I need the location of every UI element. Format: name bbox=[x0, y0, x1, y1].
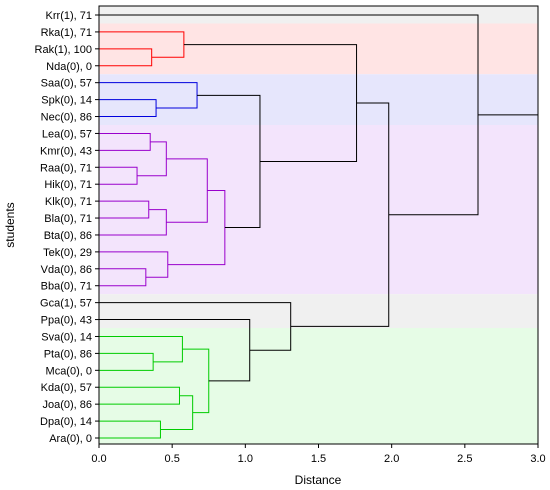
leaf-label: Kda(0), 57 bbox=[41, 382, 92, 394]
x-tick-label: 3.0 bbox=[530, 453, 545, 465]
x-axis: 0.0 0.5 1.0 1.5 2.0 2.5 3.0 bbox=[91, 444, 546, 465]
leaf-label: Tek(0), 29 bbox=[43, 247, 92, 259]
cluster-band-3 bbox=[99, 74, 538, 125]
merge-link-m22 bbox=[99, 319, 251, 382]
leaf-label: Dpa(0), 14 bbox=[40, 416, 92, 428]
x-axis-title: Distance bbox=[295, 473, 342, 487]
leaf-label: Joa(0), 86 bbox=[42, 399, 92, 411]
leaf-label: Bba(0), 71 bbox=[41, 281, 92, 293]
x-tick-label: 2.5 bbox=[457, 453, 472, 465]
leaf-label: Nda(0), 0 bbox=[46, 61, 92, 73]
leaf-label: Mca(0), 0 bbox=[46, 365, 92, 377]
leaf-label: Ara(0), 0 bbox=[49, 433, 92, 445]
leaf-label: Ppa(0), 43 bbox=[41, 315, 92, 327]
x-tick-label: 1.0 bbox=[238, 453, 253, 465]
dendrogram-links bbox=[99, 14, 538, 439]
leaf-label: Nec(0), 86 bbox=[41, 112, 92, 124]
x-tick-label: 2.0 bbox=[384, 453, 399, 465]
merge-link-m16 bbox=[99, 352, 154, 371]
leaf-label: Saa(0), 57 bbox=[41, 78, 92, 90]
x-tick-label: 0.0 bbox=[91, 453, 106, 465]
leaf-label: Raa(0), 71 bbox=[40, 162, 92, 174]
leaf-label: Pta(0), 86 bbox=[44, 348, 92, 360]
cluster-band-4 bbox=[99, 124, 538, 295]
x-tick-label: 0.5 bbox=[165, 453, 180, 465]
leaf-label: Bta(0), 86 bbox=[44, 230, 92, 242]
leaf-label: Kmr(0), 43 bbox=[40, 145, 92, 157]
merge-link-m2 bbox=[99, 31, 185, 58]
leaf-label: Krr(1), 71 bbox=[46, 10, 92, 22]
leaf-label: Spk(0), 14 bbox=[41, 95, 92, 107]
leaf-label: Rka(1), 71 bbox=[41, 27, 92, 39]
y-axis-title: students bbox=[3, 202, 17, 247]
merge-link-m7 bbox=[137, 141, 167, 177]
leaf-label: Vda(0), 86 bbox=[41, 264, 92, 276]
cluster-band-2 bbox=[99, 23, 538, 75]
merge-link-m18 bbox=[99, 386, 180, 405]
merge-link-m8 bbox=[99, 200, 150, 219]
leaf-label: Gca(1), 57 bbox=[40, 298, 92, 310]
merge-link-m9 bbox=[99, 209, 167, 236]
cluster-bands bbox=[99, 6, 538, 444]
leaf-label: Lea(0), 57 bbox=[42, 128, 92, 140]
leaf-label: Bla(0), 71 bbox=[44, 213, 92, 225]
cluster-band-6 bbox=[99, 328, 538, 444]
x-tick-label: 1.5 bbox=[311, 453, 326, 465]
merge-link-m20 bbox=[160, 395, 194, 431]
y-axis: Krr(1), 71 Rka(1), 71 Rak(1), 100 Nda(0), 0… bbox=[35, 10, 99, 445]
leaf-label: Hik(0), 71 bbox=[44, 179, 92, 191]
leaf-label: Rak(1), 100 bbox=[35, 44, 92, 56]
merge-link-m4 bbox=[99, 82, 198, 109]
leaf-label: Sva(0), 14 bbox=[41, 331, 92, 343]
merge-link-m25 bbox=[99, 14, 479, 216]
cluster-band-5 bbox=[99, 294, 538, 329]
leaf-label: Klk(0), 71 bbox=[45, 196, 92, 208]
